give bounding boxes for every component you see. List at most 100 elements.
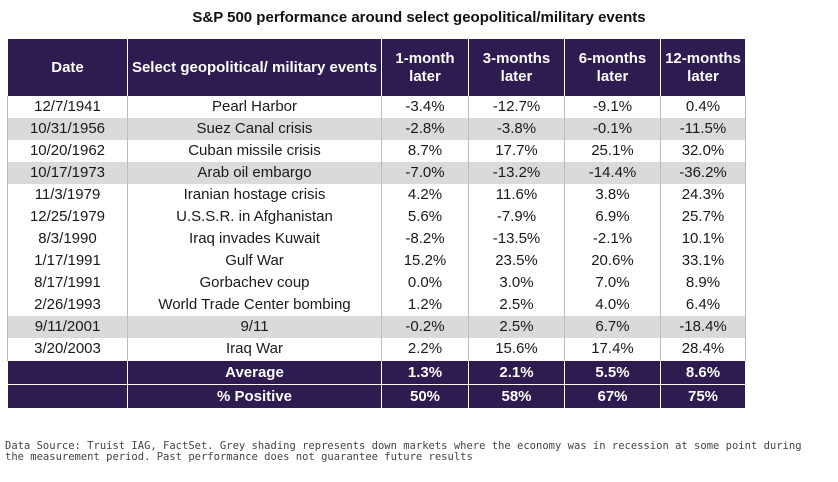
twelve-month-cell: 33.1% [660, 250, 746, 272]
twelve-month-cell: 25.7% [660, 206, 746, 228]
summary-value-cell: 58% [468, 384, 565, 408]
six-month-cell: 25.1% [564, 140, 661, 162]
table-row: 3/20/2003 Iraq War 2.2% 15.6% 17.4% 28.4% [7, 338, 746, 361]
table-row: 10/20/1962 Cuban missile crisis 8.7% 17.7% 2… [7, 140, 746, 162]
three-month-cell: 17.7% [468, 140, 565, 162]
event-cell: Iraq War [127, 338, 382, 361]
twelve-month-cell: 8.9% [660, 272, 746, 294]
event-cell: Iraq invades Kuwait [127, 228, 382, 250]
table-row: 8/3/1990 Iraq invades Kuwait -8.2% -13.5% -2… [7, 228, 746, 250]
chart-title: S&P 500 performance around select geopol… [192, 9, 646, 26]
date-cell: 12/7/1941 [7, 96, 128, 118]
table-body: 12/7/1941 Pearl Harbor -3.4% -12.7% -9.1% 0.4… [7, 96, 746, 361]
six-month-cell: -9.1% [564, 96, 661, 118]
date-cell: 9/11/2001 [7, 316, 128, 338]
six-month-cell: 6.7% [564, 316, 661, 338]
six-month-cell: 4.0% [564, 294, 661, 316]
header-row: Date Select geopolitical/ military event… [7, 39, 746, 96]
summary-value-cell: 67% [564, 384, 661, 408]
summary-row: Average 1.3% 2.1% 5.5% 8.6% [7, 360, 746, 385]
twelve-month-cell: -36.2% [660, 162, 746, 184]
summary-value-cell: 5.5% [564, 360, 661, 385]
three-month-cell: -3.8% [468, 118, 565, 140]
summary-value-cell: 75% [660, 384, 746, 408]
one-month-cell: 0.0% [381, 272, 469, 294]
column-header-1-month: 1-month later [381, 39, 469, 96]
table-summary: Average 1.3% 2.1% 5.5% 8.6%% Positive 50% 58% 6… [7, 360, 746, 408]
event-cell: Gorbachev coup [127, 272, 382, 294]
date-cell: 10/31/1956 [7, 118, 128, 140]
three-month-cell: -12.7% [468, 96, 565, 118]
six-month-cell: 17.4% [564, 338, 661, 361]
column-header-12-months: 12-months later [660, 39, 746, 96]
summary-value-cell: 8.6% [660, 360, 746, 385]
date-cell: 1/17/1991 [7, 250, 128, 272]
six-month-cell: 6.9% [564, 206, 661, 228]
one-month-cell: -2.8% [381, 118, 469, 140]
date-cell: 8/17/1991 [7, 272, 128, 294]
footnote-line-1: Data Source: Truist IAG, FactSet. Grey s… [5, 440, 802, 452]
table-row: 9/11/2001 9/11 -0.2% 2.5% 6.7% -18.4% [7, 316, 746, 338]
summary-row: % Positive 50% 58% 67% 75% [7, 384, 746, 408]
table-row: 8/17/1991 Gorbachev coup 0.0% 3.0% 7.0% 8.9% [7, 272, 746, 294]
event-cell: U.S.S.R. in Afghanistan [127, 206, 382, 228]
summary-label-cell: % Positive [127, 384, 382, 408]
table-row: 12/25/1979 U.S.S.R. in Afghanistan 5.6% -7.… [7, 206, 746, 228]
event-cell: World Trade Center bombing [127, 294, 382, 316]
one-month-cell: 8.7% [381, 140, 469, 162]
six-month-cell: 20.6% [564, 250, 661, 272]
summary-value-cell: 1.3% [381, 360, 469, 385]
twelve-month-cell: 28.4% [660, 338, 746, 361]
one-month-cell: 15.2% [381, 250, 469, 272]
summary-blank-cell [7, 360, 128, 385]
summary-value-cell: 2.1% [468, 360, 565, 385]
twelve-month-cell: 10.1% [660, 228, 746, 250]
three-month-cell: 15.6% [468, 338, 565, 361]
three-month-cell: -13.2% [468, 162, 565, 184]
summary-label-cell: Average [127, 360, 382, 385]
one-month-cell: 1.2% [381, 294, 469, 316]
date-cell: 11/3/1979 [7, 184, 128, 206]
twelve-month-cell: -11.5% [660, 118, 746, 140]
column-header-3-months: 3-months later [468, 39, 565, 96]
table-row: 11/3/1979 Iranian hostage crisis 4.2% 11.6%… [7, 184, 746, 206]
one-month-cell: 2.2% [381, 338, 469, 361]
event-cell: Cuban missile crisis [127, 140, 382, 162]
twelve-month-cell: 6.4% [660, 294, 746, 316]
three-month-cell: 2.5% [468, 316, 565, 338]
twelve-month-cell: -18.4% [660, 316, 746, 338]
one-month-cell: -0.2% [381, 316, 469, 338]
event-cell: Pearl Harbor [127, 96, 382, 118]
date-cell: 3/20/2003 [7, 338, 128, 361]
twelve-month-cell: 24.3% [660, 184, 746, 206]
date-cell: 2/26/1993 [7, 294, 128, 316]
six-month-cell: 7.0% [564, 272, 661, 294]
one-month-cell: 4.2% [381, 184, 469, 206]
table-row: 2/26/1993 World Trade Center bombing 1.2% 2… [7, 294, 746, 316]
six-month-cell: -14.4% [564, 162, 661, 184]
table-row: 10/31/1956 Suez Canal crisis -2.8% -3.8% -0.… [7, 118, 746, 140]
date-cell: 12/25/1979 [7, 206, 128, 228]
summary-blank-cell [7, 384, 128, 408]
three-month-cell: 11.6% [468, 184, 565, 206]
performance-table: Date Select geopolitical/ military event… [7, 39, 746, 408]
six-month-cell: -2.1% [564, 228, 661, 250]
one-month-cell: -3.4% [381, 96, 469, 118]
three-month-cell: 3.0% [468, 272, 565, 294]
twelve-month-cell: 0.4% [660, 96, 746, 118]
event-cell: Gulf War [127, 250, 382, 272]
twelve-month-cell: 32.0% [660, 140, 746, 162]
column-header-date: Date [7, 39, 128, 96]
date-cell: 8/3/1990 [7, 228, 128, 250]
one-month-cell: 5.6% [381, 206, 469, 228]
event-cell: Suez Canal crisis [127, 118, 382, 140]
three-month-cell: -13.5% [468, 228, 565, 250]
date-cell: 10/17/1973 [7, 162, 128, 184]
event-cell: 9/11 [127, 316, 382, 338]
event-cell: Arab oil embargo [127, 162, 382, 184]
one-month-cell: -8.2% [381, 228, 469, 250]
six-month-cell: -0.1% [564, 118, 661, 140]
summary-value-cell: 50% [381, 384, 469, 408]
three-month-cell: 2.5% [468, 294, 565, 316]
event-cell: Iranian hostage crisis [127, 184, 382, 206]
